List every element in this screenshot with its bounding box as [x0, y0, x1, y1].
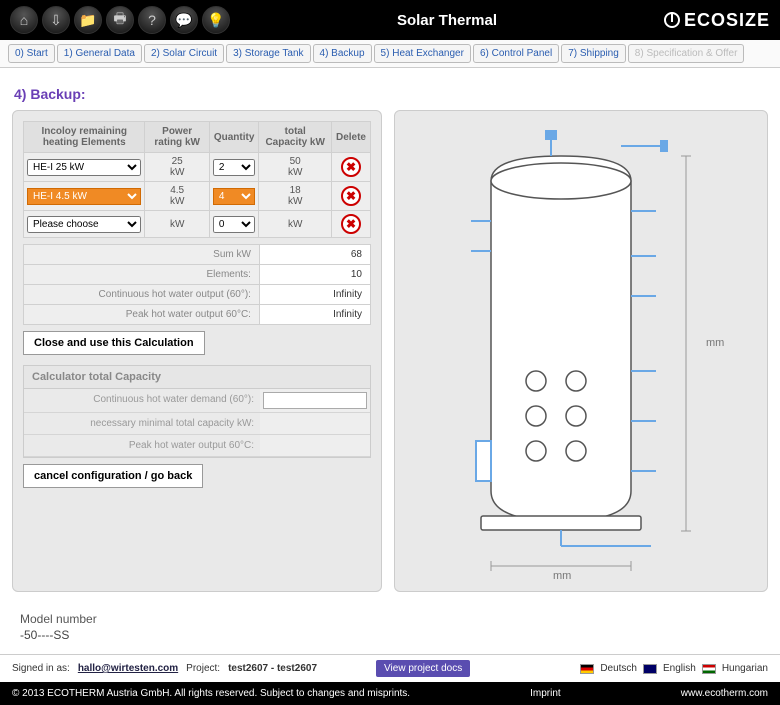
download-icon[interactable]: ⇩ [42, 6, 70, 34]
flag-de-icon[interactable] [580, 664, 594, 674]
height-dim-label: mm [706, 337, 724, 349]
topbar: ⌂ ⇩ 📁 🖶 ? 💬 💡 Solar Thermal ECOSIZE [0, 0, 780, 40]
signed-label: Signed in as: [12, 663, 70, 674]
delete-button[interactable]: ✖ [341, 214, 361, 234]
power-cell: kW [145, 211, 209, 238]
model-label: Model number [20, 612, 760, 626]
width-dim-label: mm [553, 570, 571, 581]
col-del: Delete [331, 122, 370, 153]
element-select[interactable]: HE-I 4.5 kW [27, 188, 141, 205]
tank-diagram: mm mm [394, 110, 768, 592]
statusbar: Signed in as: hallo@wirtesten.com Projec… [0, 654, 780, 682]
cancel-button[interactable]: cancel configuration / go back [23, 464, 203, 488]
peak-label: Peak hot water output 60°C: [24, 305, 260, 325]
tabs: 0) Start 1) General Data 2) Solar Circui… [0, 40, 780, 68]
model-value: -50----SS [20, 628, 760, 642]
sum-label: Sum kW [24, 245, 260, 265]
lang-de[interactable]: Deutsch [600, 663, 637, 674]
summary-table: Sum kW68 Elements:10 Continuous hot wate… [23, 244, 371, 325]
qty-select[interactable]: 2 [213, 159, 256, 176]
close-use-button[interactable]: Close and use this Calculation [23, 331, 205, 355]
elements-value: 10 [259, 265, 370, 285]
power-cell: 4.5kW [145, 182, 209, 211]
table-row: Please choose kW 0 kW ✖ [24, 211, 371, 238]
cap-cell: kW [259, 211, 332, 238]
project-label: Project: [186, 663, 220, 674]
cont-value: Infinity [259, 285, 370, 305]
copyright: © 2013 ECOTHERM Austria GmbH. All rights… [12, 688, 410, 699]
calc-row-value [260, 435, 370, 456]
tab-storage[interactable]: 3) Storage Tank [226, 44, 310, 63]
table-row: HE-I 25 kW 25kW 2 50kW ✖ [24, 153, 371, 182]
table-row: HE-I 4.5 kW 4.5kW 4 18kW ✖ [24, 182, 371, 211]
folder-icon[interactable]: 📁 [74, 6, 102, 34]
delete-button[interactable]: ✖ [341, 157, 361, 177]
calc-row-label: Continuous hot water demand (60°): [24, 389, 260, 412]
col-cap: total Capacity kW [259, 122, 332, 153]
tab-heat[interactable]: 5) Heat Exchanger [374, 44, 471, 63]
flag-hu-icon[interactable] [702, 664, 716, 674]
language-switcher: Deutsch English Hungarian [580, 663, 768, 674]
delete-button[interactable]: ✖ [341, 186, 361, 206]
calc-box: Calculator total Capacity Continuous hot… [23, 365, 371, 458]
col-power: Power rating kW [145, 122, 209, 153]
heating-table: Incoloy remaining heating Elements Power… [23, 121, 371, 238]
calc-row-value [260, 413, 370, 434]
site-link[interactable]: www.ecotherm.com [681, 688, 768, 699]
imprint-link[interactable]: Imprint [530, 688, 561, 699]
lang-en[interactable]: English [663, 663, 696, 674]
col-elements: Incoloy remaining heating Elements [24, 122, 145, 153]
lang-hu[interactable]: Hungarian [722, 663, 768, 674]
peak-value: Infinity [259, 305, 370, 325]
chat-icon[interactable]: 💬 [170, 6, 198, 34]
tab-general[interactable]: 1) General Data [57, 44, 142, 63]
tab-control[interactable]: 6) Control Panel [473, 44, 559, 63]
element-select[interactable]: HE-I 25 kW [27, 159, 141, 176]
brand: ECOSIZE [664, 10, 770, 31]
brand-icon [664, 12, 680, 28]
topbar-icons: ⌂ ⇩ 📁 🖶 ? 💬 💡 [10, 6, 230, 34]
tab-shipping[interactable]: 7) Shipping [561, 44, 626, 63]
model-block: Model number -50----SS [0, 604, 780, 654]
tab-spec: 8) Specification & Offer [628, 44, 745, 63]
cont-label: Continuous hot water output (60°): [24, 285, 260, 305]
col-qty: Quantity [209, 122, 259, 153]
home-icon[interactable]: ⌂ [10, 6, 38, 34]
tab-backup[interactable]: 4) Backup [313, 44, 372, 63]
hot-water-demand-input[interactable] [263, 392, 367, 409]
tab-solar[interactable]: 2) Solar Circuit [144, 44, 224, 63]
calc-row-label: Peak hot water output 60°C: [24, 435, 260, 456]
brand-text: ECOSIZE [684, 10, 770, 31]
section-title: 4) Backup: [0, 68, 780, 110]
sum-value: 68 [259, 245, 370, 265]
help-icon[interactable]: ? [138, 6, 166, 34]
tab-start[interactable]: 0) Start [8, 44, 55, 63]
view-docs-button[interactable]: View project docs [376, 660, 470, 677]
cap-cell: 18kW [259, 182, 332, 211]
power-cell: 25kW [145, 153, 209, 182]
project-value: test2607 - test2607 [228, 663, 317, 674]
print-icon[interactable]: 🖶 [106, 6, 134, 34]
app-title: Solar Thermal [230, 12, 664, 29]
footer: © 2013 ECOTHERM Austria GmbH. All rights… [0, 682, 780, 705]
element-select[interactable]: Please choose [27, 216, 141, 233]
cap-cell: 50kW [259, 153, 332, 182]
signed-user[interactable]: hallo@wirtesten.com [78, 663, 178, 674]
backup-panel: Incoloy remaining heating Elements Power… [12, 110, 382, 592]
bulb-icon[interactable]: 💡 [202, 6, 230, 34]
flag-en-icon[interactable] [643, 664, 657, 674]
qty-select[interactable]: 4 [213, 188, 256, 205]
qty-select[interactable]: 0 [213, 216, 256, 233]
calc-row-label: necessary minimal total capacity kW: [24, 413, 260, 434]
calc-title: Calculator total Capacity [24, 366, 370, 389]
elements-label: Elements: [24, 265, 260, 285]
